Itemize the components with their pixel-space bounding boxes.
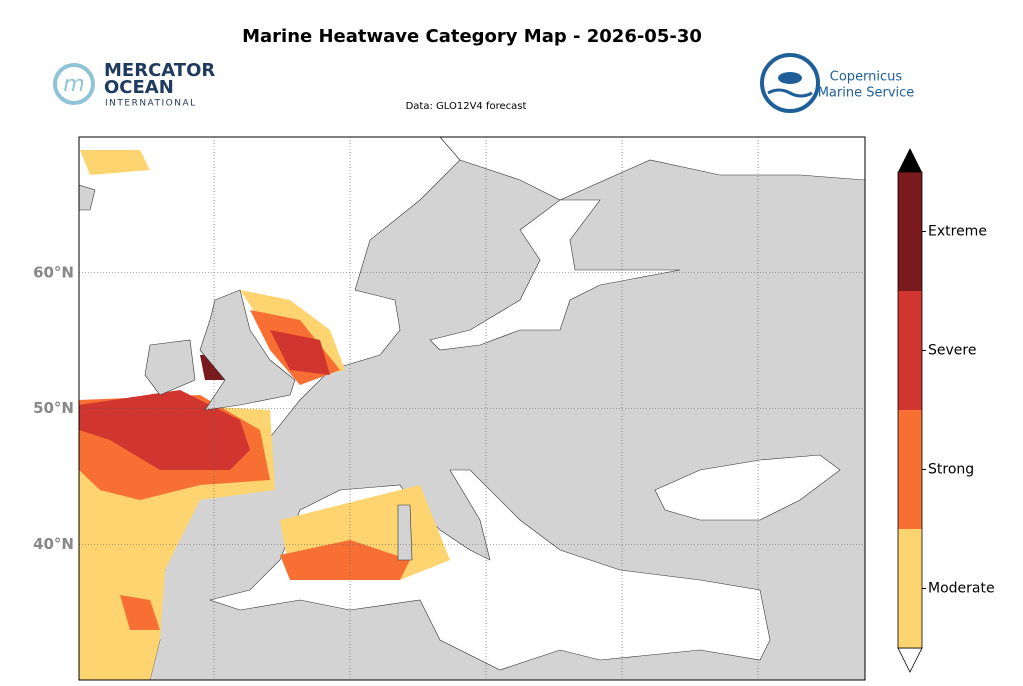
strong-area [280, 540, 410, 580]
y-tick-label: 40°N [33, 535, 74, 553]
colorbar-label: Moderate [928, 581, 995, 597]
lat-labels: 40°N 50°N 60°N [33, 263, 74, 553]
strong-area [120, 595, 160, 630]
copernicus-logo: Copernicus Marine Service [760, 53, 915, 113]
logo-wave [767, 88, 813, 98]
corsica-sardinia [397, 504, 413, 561]
iceland [79, 184, 96, 211]
y-tick-label: 60°N [33, 263, 74, 281]
colorbar-segment [898, 529, 922, 648]
source-note: Data: GLO12V4 forecast [406, 101, 527, 112]
colorbar-label: Strong [928, 462, 974, 478]
great-britain [199, 289, 296, 411]
logo-ring [53, 63, 95, 105]
mercator-logo: m MERCATOR OCEAN INTERNATIONAL [53, 60, 215, 109]
logo-glyph: m [63, 72, 84, 97]
logo-text: Marine Service [818, 86, 915, 101]
logo-text: OCEAN [104, 77, 174, 98]
logo-text: MERCATOR [104, 60, 215, 81]
moderate-area [80, 150, 150, 175]
colorbar-extend [897, 647, 923, 673]
black-sea [654, 454, 841, 521]
baltic [429, 199, 681, 351]
logo-text: Copernicus [830, 70, 903, 85]
heatwave-areas [79, 150, 450, 680]
colorbar-label: Severe [928, 343, 976, 359]
severe-area [270, 330, 330, 375]
colorbar-segment [898, 410, 922, 529]
ireland [144, 339, 196, 396]
colorbar-segment [898, 291, 922, 410]
islands [79, 184, 413, 561]
map-frame [78, 136, 866, 681]
severe-area [79, 390, 250, 470]
logo-fish [778, 72, 802, 84]
colorbar: Moderate Strong Severe Extreme [897, 148, 995, 673]
title: Marine Heatwave Category Map - 2026-05-3… [242, 26, 702, 47]
colorbar-extend [898, 148, 922, 172]
parallels [79, 272, 865, 545]
y-tick-label: 50°N [33, 399, 74, 417]
colorbar-frame [897, 171, 923, 649]
map [79, 137, 865, 680]
meridians [213, 137, 759, 680]
arctic [439, 137, 865, 201]
colorbar-segment [898, 172, 922, 291]
logo-ring [760, 53, 820, 113]
logo-text: INTERNATIONAL [105, 99, 197, 109]
colorbar-label: Extreme [928, 224, 987, 240]
